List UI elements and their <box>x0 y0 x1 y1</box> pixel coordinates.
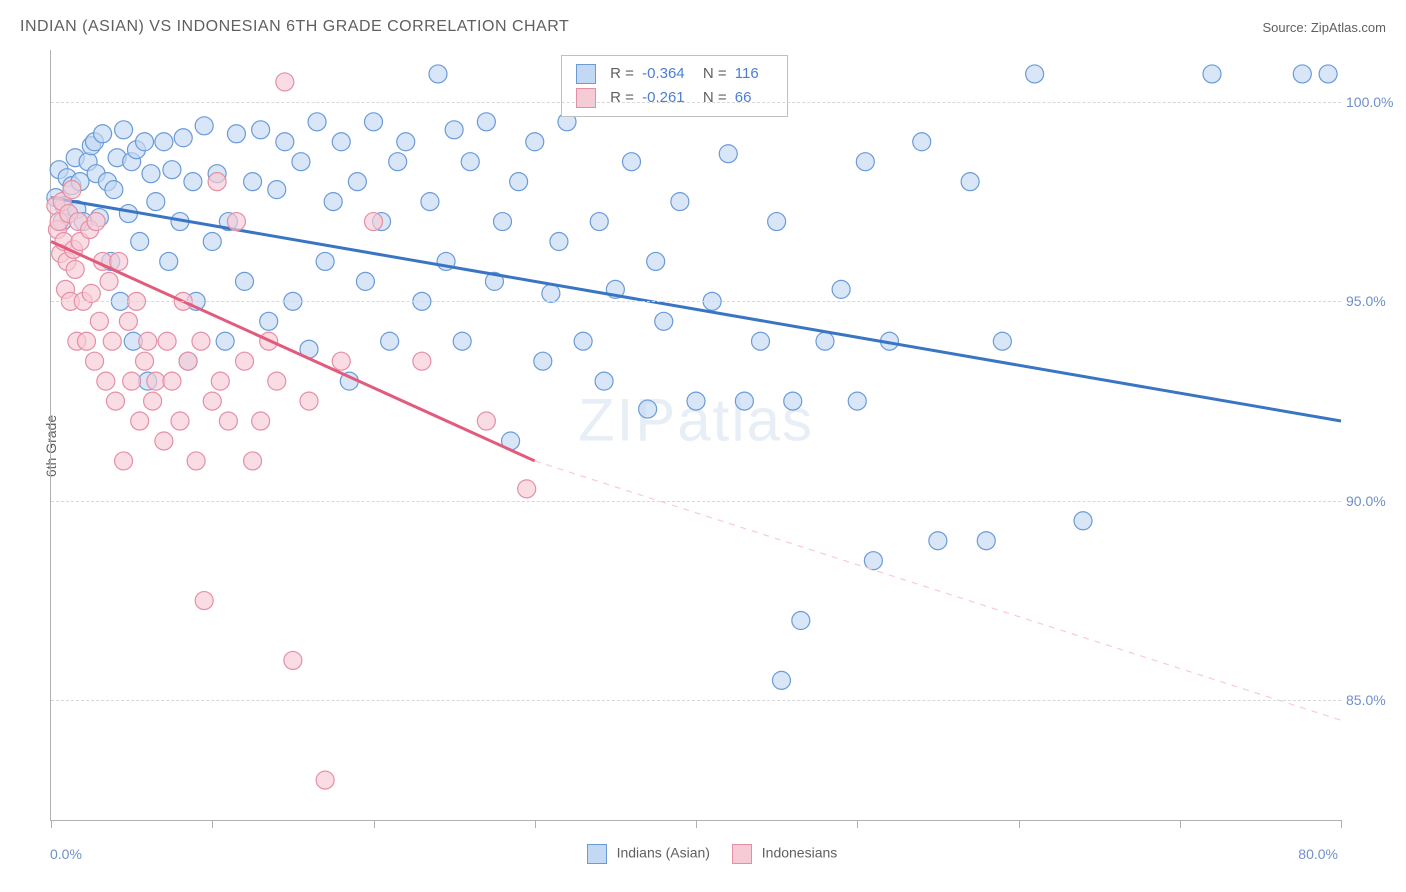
legend-label-indonesians: Indonesians <box>762 845 838 861</box>
stats-row-indians: R = -0.364 N = 116 <box>576 62 773 86</box>
plot-area: ZIPatlas R = -0.364 N = 116 R = -0.261 N… <box>50 50 1341 821</box>
legend-swatch-indonesians <box>732 844 752 864</box>
legend-label-indians: Indians (Asian) <box>617 845 710 861</box>
legend-swatch-indians <box>587 844 607 864</box>
bottom-legend: Indians (Asian) Indonesians <box>0 844 1406 864</box>
source-attribution: Source: ZipAtlas.com <box>1262 20 1386 35</box>
stats-legend-box: R = -0.364 N = 116 R = -0.261 N = 66 <box>561 55 788 117</box>
chart-container: INDIAN (ASIAN) VS INDONESIAN 6TH GRADE C… <box>0 0 1406 892</box>
chart-title: INDIAN (ASIAN) VS INDONESIAN 6TH GRADE C… <box>20 18 569 36</box>
scatter-svg <box>51 50 1341 820</box>
stats-row-indonesians: R = -0.261 N = 66 <box>576 86 773 110</box>
swatch-indonesians <box>576 88 596 108</box>
swatch-indians <box>576 64 596 84</box>
